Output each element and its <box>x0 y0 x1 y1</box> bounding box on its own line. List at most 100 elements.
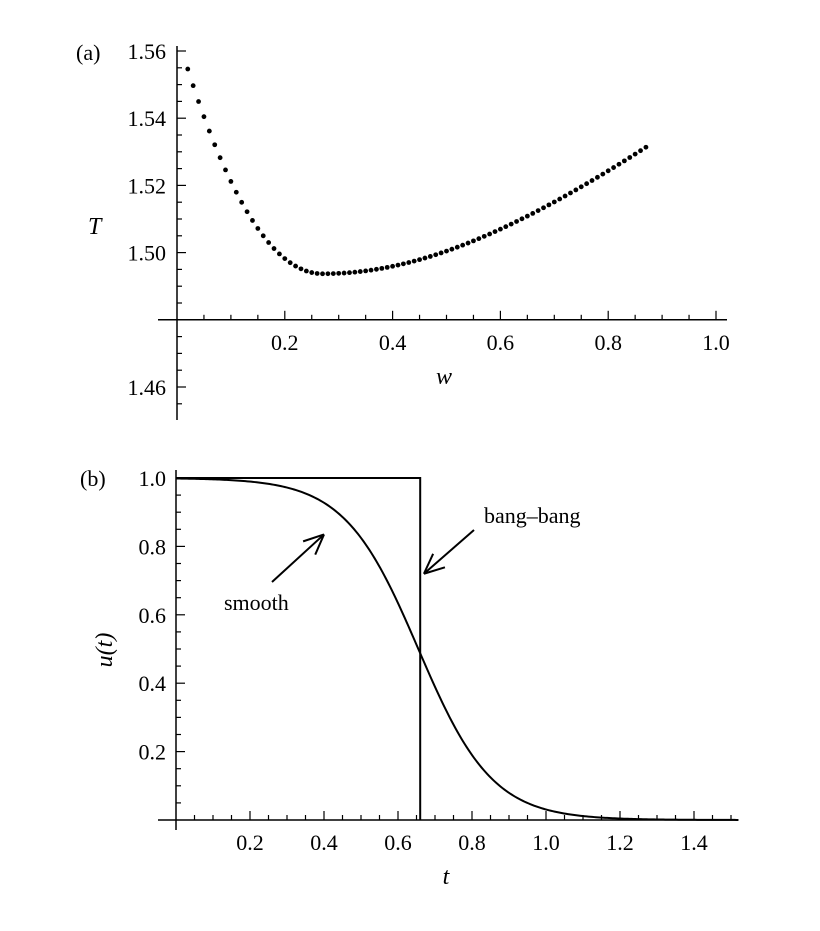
series-line-bang-bang <box>176 477 422 820</box>
data-point <box>368 267 374 273</box>
data-point <box>573 187 579 193</box>
data-point <box>411 258 417 264</box>
data-point <box>627 155 633 160</box>
data-point <box>638 148 643 154</box>
data-point <box>524 213 530 219</box>
data-point <box>503 224 509 230</box>
data-point <box>465 240 471 246</box>
data-point <box>390 263 395 269</box>
data-point <box>595 174 600 180</box>
series-line-smooth <box>175 477 739 821</box>
data-point <box>325 271 331 277</box>
data-point <box>546 202 552 208</box>
data-point <box>282 256 288 262</box>
data-point <box>384 264 390 270</box>
data-point <box>471 238 476 244</box>
data-point <box>201 114 207 120</box>
panel-b-y-tick-label: 0.2 <box>139 740 167 765</box>
data-point <box>551 199 557 205</box>
data-point <box>422 255 428 261</box>
data-point <box>535 208 541 213</box>
data-point <box>293 263 298 269</box>
panel-a-y-ticks: 1.46 1.50 1.52 1.54 1.56 <box>128 39 167 400</box>
data-point <box>347 270 352 276</box>
panel-b-y-tick-label: 0.8 <box>139 534 167 559</box>
panel-b-x-ticks: 0.2 0.4 0.6 0.8 1.0 1.2 1.4 <box>236 830 708 855</box>
data-point <box>433 252 439 258</box>
data-point <box>611 165 616 170</box>
data-point <box>298 266 304 272</box>
data-point <box>379 265 385 271</box>
panel-b-y-tick-label: 0.6 <box>139 603 167 628</box>
annotation-smooth-label: smooth <box>224 590 289 615</box>
data-point <box>616 161 622 167</box>
data-point <box>589 178 595 183</box>
panel-a-x-ticks: 0.2 0.4 0.6 0.8 1.0 <box>271 330 730 355</box>
data-point <box>530 210 536 216</box>
data-point <box>643 144 649 150</box>
data-point <box>233 189 239 195</box>
data-point <box>363 268 369 274</box>
panel-b-y-tick-label: 1.0 <box>139 466 167 491</box>
data-point <box>417 257 422 263</box>
panel-a-y-axis-title: T <box>88 214 103 240</box>
data-point <box>444 248 449 254</box>
data-point <box>621 158 627 164</box>
data-point <box>492 229 498 235</box>
data-point <box>557 196 563 202</box>
data-point <box>632 151 638 157</box>
data-point <box>519 216 525 222</box>
data-point <box>605 168 611 174</box>
data-point <box>395 262 401 268</box>
data-point <box>562 193 568 199</box>
panel-b-minor-ticks <box>176 477 732 820</box>
data-point <box>217 155 223 161</box>
data-point <box>438 250 444 256</box>
data-point <box>476 236 482 242</box>
data-point <box>260 233 266 239</box>
data-point <box>255 226 261 231</box>
data-point <box>578 184 584 190</box>
data-point <box>481 233 487 239</box>
data-point <box>374 266 379 272</box>
data-point <box>584 181 590 187</box>
data-point <box>449 246 455 252</box>
panel-a-data-points <box>185 66 649 277</box>
panel-b-label: (b) <box>80 466 106 491</box>
panel-b-x-tick-label: 0.8 <box>458 830 486 855</box>
panel-b-x-tick-label: 1.2 <box>606 830 634 855</box>
data-point <box>244 209 250 215</box>
panel-b-x-tick-label: 1.0 <box>532 830 560 855</box>
panel-a-y-tick-label: 1.56 <box>128 39 167 64</box>
data-point <box>185 66 191 72</box>
data-point <box>303 268 309 274</box>
panel-a: (a) 1.46 1.50 1.52 1.54 1.56 0.2 0.4 0.6… <box>76 39 730 420</box>
annotation-bang-bang-label: bang–bang <box>484 503 581 528</box>
data-point <box>357 269 363 274</box>
data-point <box>454 244 460 250</box>
data-point <box>309 270 315 275</box>
panel-a-y-tick-label: 1.54 <box>128 106 167 131</box>
data-point <box>541 205 546 211</box>
data-point <box>223 167 228 173</box>
panel-b: (b) 0.2 0.4 0.6 0.8 1.0 0.2 0.4 0.6 0.8 … <box>80 466 739 890</box>
panel-a-minor-ticks <box>177 50 717 405</box>
annotation-arrow-bang-bang <box>422 529 475 575</box>
data-point <box>228 179 234 184</box>
data-point <box>498 226 503 232</box>
panel-a-x-tick-label: 0.2 <box>271 330 299 355</box>
data-point <box>250 218 255 223</box>
panel-b-x-tick-label: 0.6 <box>384 830 412 855</box>
panel-a-x-tick-label: 0.8 <box>594 330 622 355</box>
data-point <box>460 242 466 248</box>
panel-a-label: (a) <box>76 40 100 65</box>
data-point <box>341 270 347 276</box>
panel-b-y-ticks: 0.2 0.4 0.6 0.8 1.0 <box>139 466 167 765</box>
data-point <box>352 269 358 275</box>
data-point <box>277 251 282 257</box>
data-point <box>266 240 272 245</box>
data-point <box>271 246 277 251</box>
data-point <box>190 83 196 89</box>
